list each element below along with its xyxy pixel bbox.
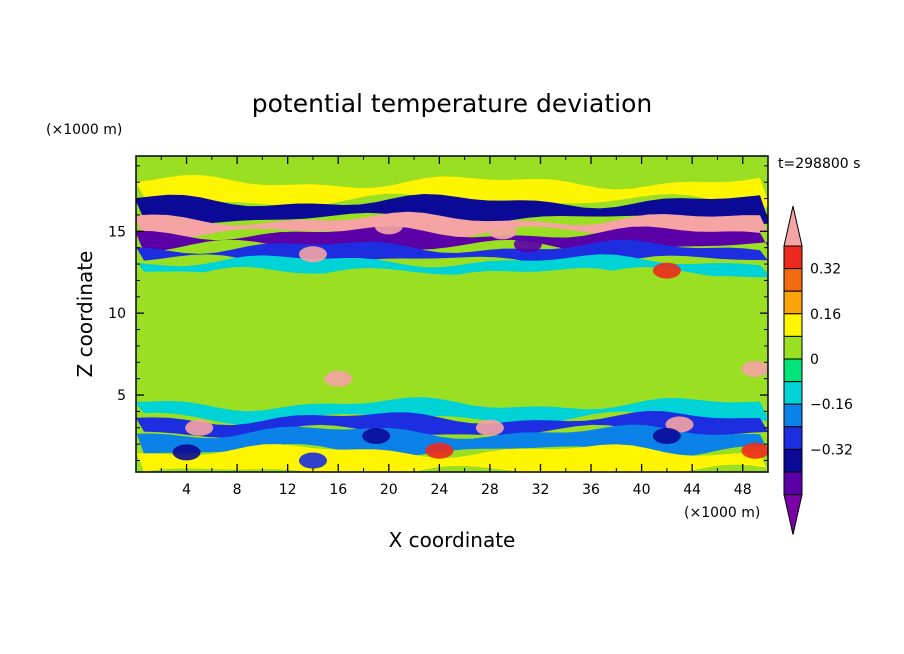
colorbar-segment (783, 403, 803, 428)
colorbar-segment (783, 268, 803, 292)
contour-cell (741, 442, 768, 459)
plot-frame (135, 155, 769, 473)
x-tick-label: 40 (633, 482, 651, 498)
contour-band (136, 175, 768, 208)
y-tick-label: 5 (117, 388, 126, 404)
colorbar: 0.32 0.16 0 −0.16 −0.32 (783, 205, 853, 535)
x-unit-label: (×1000 m) (684, 505, 760, 521)
colorbar-segment (783, 426, 803, 450)
contour-cell (172, 444, 201, 461)
contour-band (136, 410, 768, 438)
contour-cell (513, 236, 542, 253)
colorbar-bottom-arrow (783, 494, 803, 535)
contour-cell (475, 419, 504, 436)
x-tick-label: 20 (380, 482, 398, 498)
chart-title: potential temperature deviation (252, 89, 652, 118)
colorbar-label: 0.32 (810, 262, 841, 278)
contour-cell (298, 452, 327, 469)
x-tick-label: 4 (182, 482, 191, 498)
contour-cell (425, 442, 454, 459)
x-tick-label: 48 (734, 482, 752, 498)
contour-band (136, 193, 768, 227)
colorbar-top-arrow (783, 205, 803, 247)
contour-cell (324, 370, 353, 387)
colorbar-label: −0.16 (810, 397, 853, 413)
contour-cell (362, 427, 391, 444)
x-tick-label: 32 (532, 482, 550, 498)
colorbar-segment (783, 290, 803, 315)
colorbar-segment (783, 358, 803, 383)
contour-cell (488, 223, 517, 240)
contour-band (136, 330, 768, 385)
x-axis-label: X coordinate (389, 528, 516, 552)
contour-cell (298, 246, 327, 263)
x-tick-label: 24 (430, 482, 448, 498)
x-tick-label: 12 (279, 482, 297, 498)
contour-cell (665, 416, 694, 433)
contour-band (136, 266, 768, 305)
colorbar-segment (783, 313, 803, 337)
x-tick-label: 36 (582, 482, 600, 498)
contour-cell (741, 360, 768, 377)
contour-band (136, 289, 768, 346)
contour-cell (652, 427, 681, 444)
time-label: t=298800 s (778, 156, 860, 172)
contour-band (136, 444, 768, 472)
contour-cell (652, 262, 681, 279)
x-axis: 4 8 12 16 20 24 28 32 36 40 44 48 (160, 156, 752, 498)
colorbar-segment (783, 448, 803, 473)
contour-cell (185, 419, 214, 436)
colorbar-label: 0.16 (810, 307, 841, 323)
contour-band (136, 156, 768, 190)
x-tick-label: 16 (329, 482, 347, 498)
colorbar-label: −0.32 (810, 442, 853, 458)
x-tick-label: 44 (683, 482, 701, 498)
y-unit-label: (×1000 m) (46, 122, 122, 138)
colorbar-segment (783, 471, 803, 496)
y-axis: 5 10 15 (108, 165, 768, 462)
y-axis-label: Z coordinate (73, 251, 97, 378)
x-tick-label: 8 (233, 482, 242, 498)
colorbar-label: 0 (810, 352, 819, 368)
y-tick-label: 10 (108, 306, 126, 322)
contour-cell (374, 218, 403, 235)
y-tick-label: 15 (108, 224, 126, 240)
contour-band (136, 371, 768, 411)
colorbar-segment (783, 245, 803, 270)
contour-field (136, 156, 768, 472)
x-tick-label: 28 (481, 482, 499, 498)
colorbar-segment (783, 335, 803, 360)
colorbar-segment (783, 381, 803, 405)
